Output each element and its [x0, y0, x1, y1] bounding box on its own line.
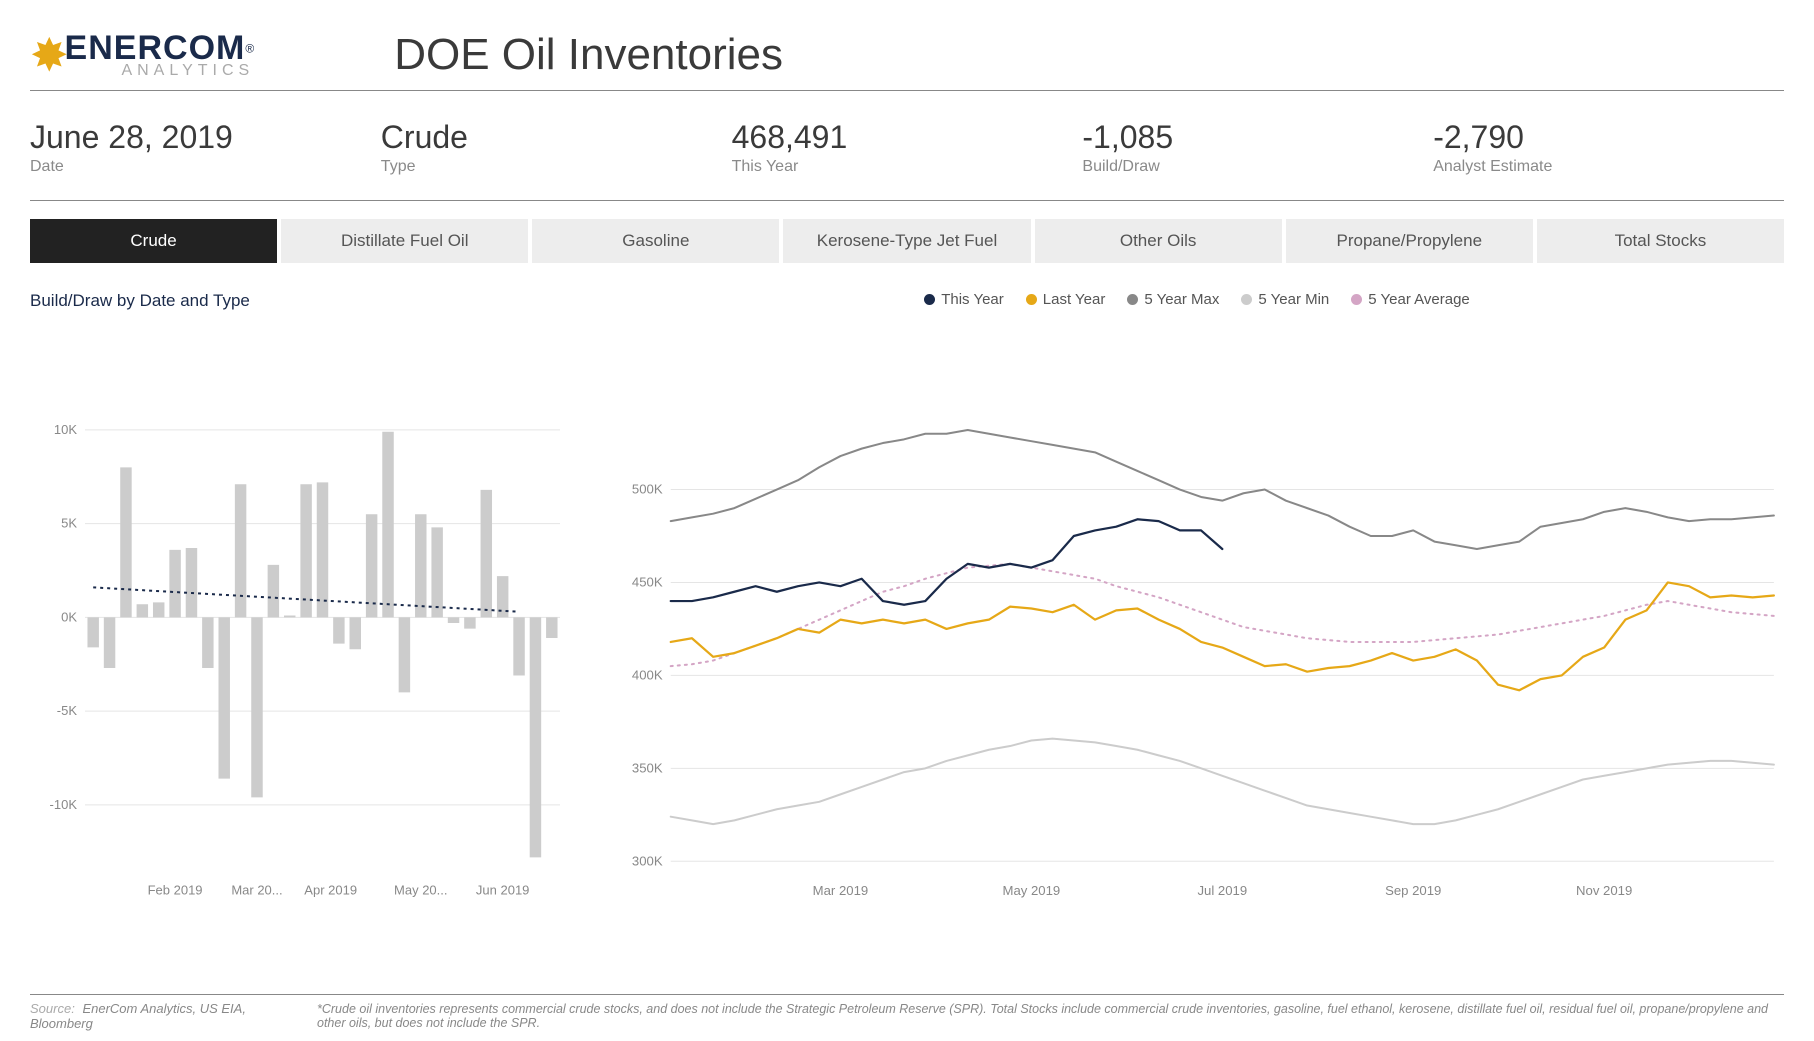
logo-registered: ® — [245, 42, 254, 56]
legend-dot-icon — [1026, 294, 1037, 305]
logo-sub-text: ANALYTICS — [65, 63, 255, 79]
svg-text:10K: 10K — [54, 422, 77, 437]
legend-item: 5 Year Average — [1351, 291, 1469, 308]
bar-chart-panel: Build/Draw by Date and Type -10K -5K 0K 5K 1… — [30, 291, 570, 994]
legend-item: This Year — [924, 291, 1004, 308]
line-chart-panel: This Year Last Year 5 Year Max 5 Year Min 5 … — [610, 291, 1784, 994]
legend-item: Last Year — [1026, 291, 1106, 308]
tab-other-oils[interactable]: Other Oils — [1035, 219, 1282, 263]
svg-text:-5K: -5K — [57, 703, 78, 718]
svg-text:450K: 450K — [632, 575, 663, 590]
svg-text:300K: 300K — [632, 853, 663, 868]
legend-label: Last Year — [1043, 291, 1106, 308]
legend-label: 5 Year Average — [1368, 291, 1469, 308]
svg-text:500K: 500K — [632, 482, 663, 497]
svg-text:5K: 5K — [61, 516, 77, 531]
metric-build-draw: -1,085 Build/Draw — [1082, 119, 1433, 176]
line-chart: 300K 350K 400K 450K 500K Mar 2019 May 2019 Jul … — [610, 312, 1784, 994]
metric-value: 468,491 — [732, 119, 1083, 156]
svg-text:Feb 2019: Feb 2019 — [148, 883, 203, 898]
metric-label: Date — [30, 158, 381, 176]
legend-dot-icon — [1241, 294, 1252, 305]
metric-value: Crude — [381, 119, 732, 156]
svg-text:Jun 2019: Jun 2019 — [476, 883, 530, 898]
legend-dot-icon — [924, 294, 935, 305]
svg-text:May 20...: May 20... — [394, 883, 447, 898]
source-prefix: Source: — [30, 1001, 75, 1016]
line-chart-legend: This Year Last Year 5 Year Max 5 Year Min 5 … — [610, 291, 1784, 308]
bar-chart-title: Build/Draw by Date and Type — [30, 291, 570, 311]
legend-dot-icon — [1351, 294, 1362, 305]
tab-propane-propylene[interactable]: Propane/Propylene — [1286, 219, 1533, 263]
svg-text:400K: 400K — [632, 667, 663, 682]
svg-text:Nov 2019: Nov 2019 — [1576, 883, 1632, 898]
tab-bar: CrudeDistillate Fuel OilGasolineKerosene… — [30, 219, 1784, 263]
svg-text:Jul 2019: Jul 2019 — [1197, 883, 1247, 898]
tab-kerosene-type-jet-fuel[interactable]: Kerosene-Type Jet Fuel — [783, 219, 1030, 263]
metric-label: Analyst Estimate — [1433, 158, 1784, 176]
logo-star-icon: ✸ — [30, 37, 69, 74]
page-title: DOE Oil Inventories — [394, 30, 783, 80]
metric-value: -1,085 — [1082, 119, 1433, 156]
svg-text:Apr 2019: Apr 2019 — [304, 883, 357, 898]
svg-text:0K: 0K — [61, 609, 77, 624]
svg-text:May 2019: May 2019 — [1003, 883, 1061, 898]
svg-text:Sep 2019: Sep 2019 — [1385, 883, 1441, 898]
svg-text:-10K: -10K — [50, 797, 78, 812]
tab-crude[interactable]: Crude — [30, 219, 277, 263]
charts-area: Build/Draw by Date and Type -10K -5K 0K 5K 1… — [30, 291, 1784, 994]
legend-label: This Year — [941, 291, 1004, 308]
svg-text:350K: 350K — [632, 760, 663, 775]
metric-label: This Year — [732, 158, 1083, 176]
svg-text:Mar 2019: Mar 2019 — [813, 883, 869, 898]
tab-gasoline[interactable]: Gasoline — [532, 219, 779, 263]
legend-item: 5 Year Min — [1241, 291, 1329, 308]
legend-label: 5 Year Max — [1144, 291, 1219, 308]
footer: Source: EnerCom Analytics, US EIA, Bloom… — [30, 994, 1784, 1031]
metric-date: June 28, 2019 Date — [30, 119, 381, 176]
metric-label: Build/Draw — [1082, 158, 1433, 176]
brand-logo: ✸ ENERCOM® ANALYTICS — [30, 31, 254, 79]
metric-this-year: 468,491 This Year — [732, 119, 1083, 176]
legend-label: 5 Year Min — [1258, 291, 1329, 308]
tab-distillate-fuel-oil[interactable]: Distillate Fuel Oil — [281, 219, 528, 263]
header: ✸ ENERCOM® ANALYTICS DOE Oil Inventories — [30, 30, 1784, 91]
footer-note: *Crude oil inventories represents commer… — [317, 1002, 1784, 1030]
metric-type: Crude Type — [381, 119, 732, 176]
bar-chart: -10K -5K 0K 5K 10K Feb 2019 Mar 20... Apr 2019 M… — [30, 317, 570, 994]
legend-dot-icon — [1127, 294, 1138, 305]
metric-label: Type — [381, 158, 732, 176]
tab-total-stocks[interactable]: Total Stocks — [1537, 219, 1784, 263]
metric-value: -2,790 — [1433, 119, 1784, 156]
legend-item: 5 Year Max — [1127, 291, 1219, 308]
metric-value: June 28, 2019 — [30, 119, 381, 156]
metric-analyst-estimate: -2,790 Analyst Estimate — [1433, 119, 1784, 176]
svg-text:Mar 20...: Mar 20... — [231, 883, 282, 898]
metrics-row: June 28, 2019 Date Crude Type 468,491 Th… — [30, 91, 1784, 201]
